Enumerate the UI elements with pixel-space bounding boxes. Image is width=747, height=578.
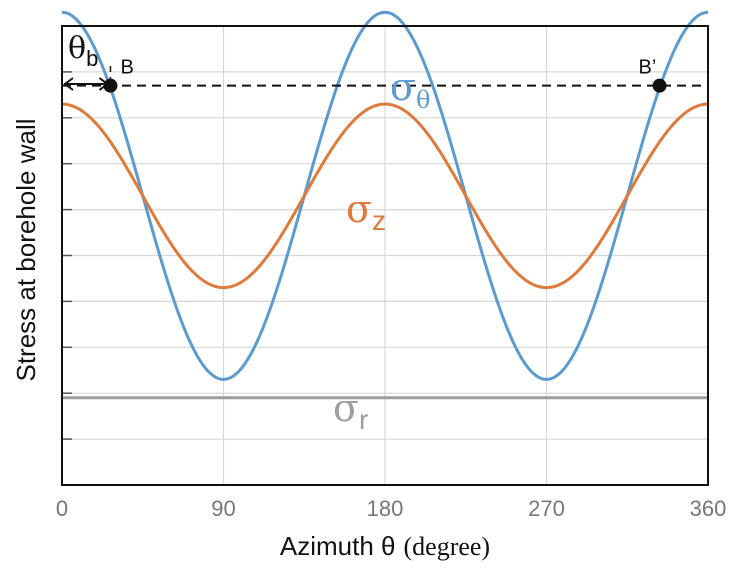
series-label-sigma-theta: σθ (390, 65, 430, 114)
intersection-points: B B’ (103, 57, 667, 93)
series-label-sigma-r: σr (333, 386, 368, 435)
series-line-sigma-z (61, 102, 709, 290)
sigma-subscript: θ (416, 86, 430, 114)
sigma-symbol: σ (390, 65, 416, 109)
sigma-symbol: σ (333, 386, 359, 430)
sigma-symbol: σ (346, 187, 372, 231)
x-tick-label: 90 (211, 496, 235, 521)
theta-b-symbol: θ (68, 31, 86, 66)
sigma-subscript: z (372, 205, 386, 236)
x-tick-label: 270 (528, 496, 565, 521)
grid (61, 26, 709, 485)
x-tick-label: 180 (367, 496, 404, 521)
theta-b-label: θb (68, 31, 98, 71)
point-label: B (120, 57, 133, 79)
theta-b-subscript: b (86, 46, 98, 71)
x-tick-labels: 0 90 180 270 360 (56, 496, 726, 521)
x-tick-label: 0 (56, 496, 68, 521)
series-label-sigma-z: σz (346, 187, 386, 236)
plot-frame (61, 25, 709, 486)
series-line-sigma-theta (61, 10, 709, 381)
y-axis-label: Stress at borehole wall (11, 118, 41, 381)
x-axis-unit: (degree) (404, 532, 491, 561)
point-label: B’ (639, 57, 657, 79)
sigma-subscript: r (359, 404, 368, 435)
point-marker (103, 78, 118, 93)
series-lines (61, 10, 709, 400)
theta-b-annotation: θb (63, 31, 112, 91)
arrowhead-right-icon (98, 77, 110, 91)
point-marker (652, 78, 667, 93)
arrowhead-left-icon (63, 77, 74, 91)
x-tick-label: 360 (690, 496, 727, 521)
x-axis-label: Azimuth θ (degree) (280, 531, 490, 561)
x-axis-title: Azimuth θ (280, 531, 396, 561)
